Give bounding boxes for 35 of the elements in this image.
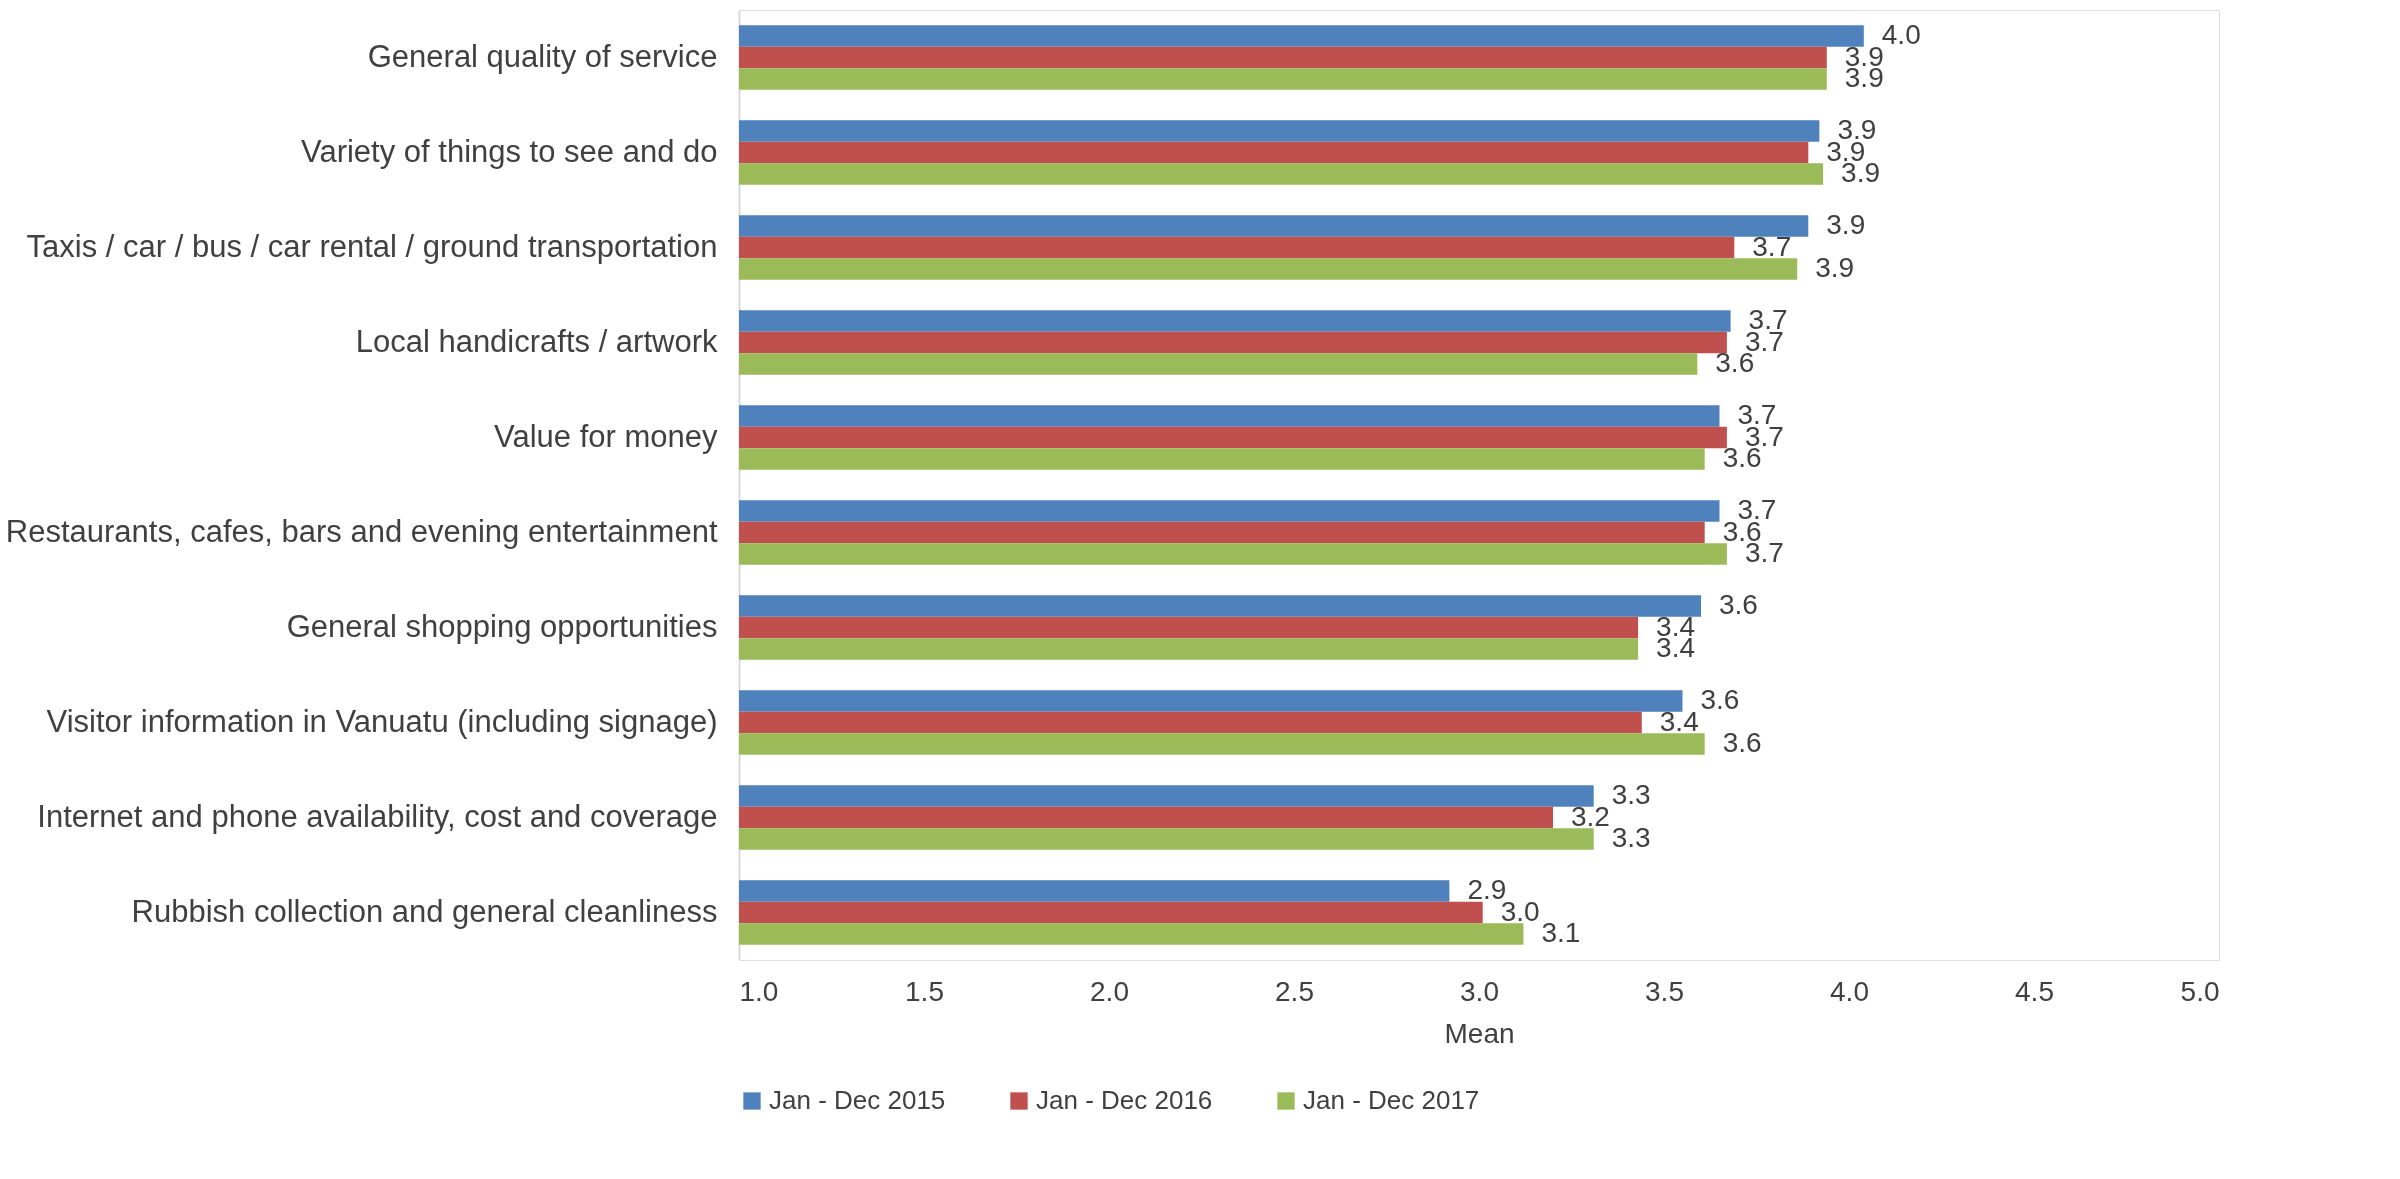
x-tick-label: 2.5 <box>1275 975 1314 1007</box>
y-tick-label: General quality of service <box>367 38 718 74</box>
legend-label: Jan - Dec 2015 <box>769 1085 946 1115</box>
data-label: 3.1 <box>1541 917 1581 949</box>
y-tick-label: Value for money <box>494 418 718 454</box>
y-tick-label: Taxis / car / bus / car rental / ground transportation <box>26 228 718 264</box>
x-axis-title: Mean <box>1444 1017 1515 1049</box>
x-tick-label: 5.0 <box>2180 975 2220 1007</box>
x-tick-label: 3.0 <box>1460 975 1499 1007</box>
data-label: 3.6 <box>1722 727 1762 759</box>
data-label: 3.6 <box>1719 588 1758 620</box>
y-tick-label: Local handicrafts / artwork <box>355 323 718 359</box>
y-tick-label: Variety of things to see and do <box>301 133 718 169</box>
legend-label: Jan - Dec 2016 <box>1036 1085 1213 1115</box>
y-tick-label: Visitor information in Vanuatu (including signage) <box>46 703 718 739</box>
x-tick-label: 1.5 <box>905 975 944 1007</box>
y-tick-label: Internet and phone availability, cost and coverage <box>37 798 718 834</box>
data-label: 3.2 <box>1571 800 1610 832</box>
y-tick-label: General shopping opportunities <box>286 608 718 644</box>
data-label: 3.9 <box>1815 252 1855 284</box>
x-tick-label: 3.5 <box>1645 975 1684 1007</box>
data-label: 3.9 <box>1826 208 1866 240</box>
y-tick-label: Rubbish collection and general cleanliness <box>131 893 718 929</box>
x-tick-label: 4.0 <box>1830 975 1869 1007</box>
data-label: 3.7 <box>1752 230 1792 262</box>
data-label: 4.0 <box>1881 18 1921 50</box>
legend-label: Jan - Dec 2017 <box>1303 1085 1480 1115</box>
x-tick-label: 1.0 <box>739 975 779 1007</box>
x-tick-label: 2.0 <box>1090 975 1129 1007</box>
data-label: 3.3 <box>1611 778 1651 810</box>
data-label: 3.4 <box>1659 705 1699 737</box>
data-label: 3.6 <box>1700 683 1740 715</box>
y-tick-label: Restaurants, cafes, bars and evening entertainment <box>5 513 718 549</box>
data-label: 3.3 <box>1611 822 1651 854</box>
x-tick-label: 4.5 <box>2015 975 2054 1007</box>
